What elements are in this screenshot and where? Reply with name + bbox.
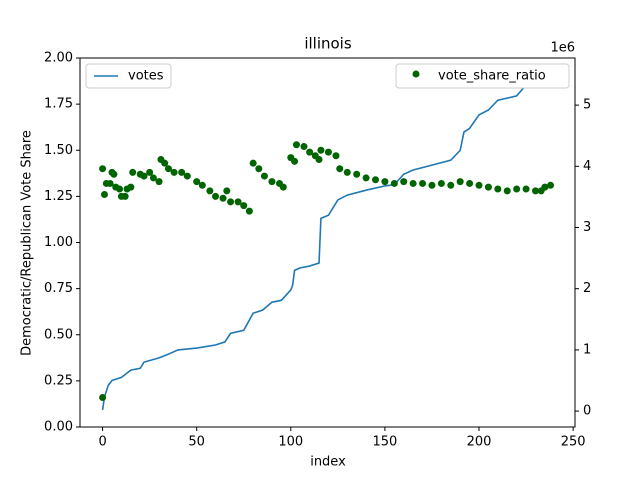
scatter-point <box>362 174 370 182</box>
scatter-point <box>336 165 344 173</box>
scatter-point <box>116 185 124 193</box>
scatter-point <box>234 198 242 206</box>
scatter-point <box>513 185 521 193</box>
y-tick-label: 1.25 <box>44 189 73 204</box>
scatter-point <box>428 181 436 189</box>
scatter-point <box>390 179 398 187</box>
scatter-point <box>531 187 539 195</box>
x-tick-label: 50 <box>188 435 205 450</box>
plot-frame <box>79 57 576 428</box>
x-axis-label: index <box>310 455 346 470</box>
x-tick-label: 150 <box>372 435 397 450</box>
scatter-point <box>149 174 157 182</box>
scatter-point <box>100 191 108 199</box>
scatter-point <box>447 181 455 189</box>
scatter-point <box>494 185 502 193</box>
scatter-point <box>223 187 231 195</box>
legend-box <box>85 63 172 89</box>
y-axis-label: Democratic/Republican Vote Share <box>20 130 35 356</box>
scatter-point <box>503 187 511 195</box>
scatter-point <box>291 157 299 165</box>
y2-tick-label: 1 <box>583 342 591 357</box>
scatter-point <box>164 165 172 173</box>
y2-tick-label: 5 <box>583 98 591 113</box>
scatter-point <box>315 155 323 163</box>
y-tick-label: 1.00 <box>44 235 73 250</box>
scatter-point <box>155 178 163 186</box>
scatter-point <box>260 172 268 180</box>
y-tick-label: 0.75 <box>44 281 73 296</box>
scatter-point <box>249 159 257 167</box>
scatter-point <box>317 146 325 154</box>
scatter-point <box>484 183 492 191</box>
scatter-point <box>146 168 154 176</box>
scatter-point <box>206 187 214 195</box>
scatter-point <box>371 176 379 184</box>
scatter-point <box>212 192 220 200</box>
scatter-point <box>129 168 137 176</box>
y-tick-label: 1.75 <box>44 97 73 112</box>
scatter-point <box>381 178 389 186</box>
scatter-point <box>170 168 178 176</box>
scatter-point <box>178 168 186 176</box>
scatter-point <box>255 165 263 173</box>
line <box>101 74 551 410</box>
scatter-point <box>219 194 227 202</box>
scatter-point <box>193 178 201 186</box>
scatter-point <box>292 141 300 149</box>
scatter-point <box>466 179 474 187</box>
scatter-point <box>324 148 332 156</box>
scatter-point <box>245 207 253 215</box>
scatter-point <box>183 172 191 180</box>
y2-offset-label: 1e6 <box>550 41 575 56</box>
scatter-point <box>127 183 135 191</box>
scatter-point <box>409 179 417 187</box>
y-tick-label: 0.25 <box>44 373 73 388</box>
scatter-point <box>541 183 549 191</box>
y-tick-label: 2.00 <box>44 51 73 66</box>
scatter-point <box>110 170 118 178</box>
scatter-point <box>343 168 351 176</box>
scatter-point <box>140 172 148 180</box>
y-tick-label: 0.00 <box>44 420 73 435</box>
scatter-point <box>332 152 340 160</box>
y2-tick-label: 0 <box>583 404 591 419</box>
scatter-point <box>279 183 287 191</box>
scatter-point <box>300 143 308 151</box>
scatter-point <box>227 198 235 206</box>
x-tick-label: 0 <box>98 435 106 450</box>
scatter-point <box>99 165 107 173</box>
scatter-point <box>306 148 314 156</box>
chart-title: illinois <box>304 35 352 53</box>
y-tick-label: 0.50 <box>44 327 73 342</box>
scatter-point <box>437 179 445 187</box>
scatter-point <box>240 202 248 210</box>
scatter-point <box>106 179 114 187</box>
x-tick-label: 100 <box>278 435 303 450</box>
scatter-point <box>456 178 464 186</box>
legend-label: votes <box>128 69 164 84</box>
legend-label: vote_share_ratio <box>438 69 546 84</box>
scatter-point <box>400 178 408 186</box>
scatter-point <box>522 185 530 193</box>
legend-box <box>395 63 570 89</box>
y2-tick-label: 3 <box>583 220 591 235</box>
scatter-point <box>268 178 276 186</box>
x-tick-label: 250 <box>561 435 586 450</box>
y-tick-label: 1.50 <box>44 143 73 158</box>
scatter-point <box>547 181 555 189</box>
scatter-point <box>198 181 206 189</box>
scatter-point <box>161 159 169 167</box>
y2-tick-label: 4 <box>583 159 591 174</box>
scatter-point <box>475 181 483 189</box>
x-tick-label: 200 <box>467 435 492 450</box>
scatter-point <box>99 393 107 401</box>
scatter-point <box>419 179 427 187</box>
scatter-point <box>121 192 129 200</box>
scatter-point <box>353 170 361 178</box>
y2-tick-label: 2 <box>583 281 591 296</box>
legend-swatch <box>412 70 420 78</box>
